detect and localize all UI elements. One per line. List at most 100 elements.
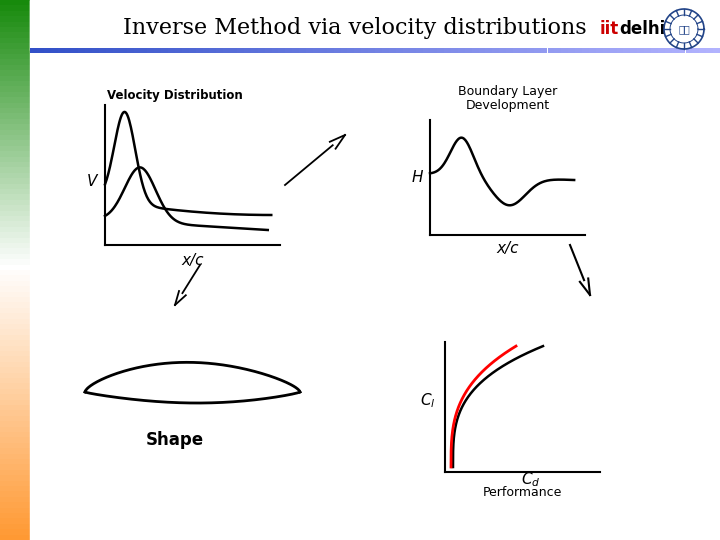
Bar bbox=[0, 227, 30, 232]
Bar bbox=[133, 48, 140, 53]
Bar bbox=[0, 173, 30, 178]
Bar bbox=[492, 48, 499, 53]
Bar bbox=[0, 513, 30, 518]
Bar bbox=[0, 216, 30, 221]
Text: $C_d$: $C_d$ bbox=[521, 471, 540, 489]
Bar bbox=[196, 48, 202, 53]
Bar bbox=[0, 535, 30, 540]
Bar bbox=[0, 367, 30, 373]
Bar bbox=[472, 48, 479, 53]
Bar bbox=[0, 346, 30, 351]
Bar bbox=[313, 48, 320, 53]
Bar bbox=[0, 70, 30, 76]
Bar bbox=[0, 130, 30, 135]
Bar bbox=[0, 238, 30, 243]
Text: Velocity Distribution: Velocity Distribution bbox=[107, 89, 243, 102]
Bar bbox=[44, 48, 50, 53]
Text: H: H bbox=[411, 170, 423, 185]
Bar bbox=[0, 427, 30, 432]
Bar bbox=[644, 48, 651, 53]
Bar bbox=[181, 48, 189, 53]
Bar bbox=[693, 48, 699, 53]
Bar bbox=[0, 108, 30, 113]
Bar bbox=[333, 48, 341, 53]
Bar bbox=[0, 259, 30, 265]
Bar bbox=[348, 48, 354, 53]
Bar bbox=[0, 76, 30, 81]
Bar bbox=[0, 135, 30, 140]
Bar bbox=[0, 464, 30, 470]
Text: delhi: delhi bbox=[619, 20, 665, 38]
Bar bbox=[0, 211, 30, 216]
Bar bbox=[0, 443, 30, 448]
Text: $C_l$: $C_l$ bbox=[420, 391, 436, 410]
Bar bbox=[0, 97, 30, 103]
Text: Shape: Shape bbox=[146, 431, 204, 449]
Bar bbox=[0, 400, 30, 405]
Bar bbox=[0, 0, 30, 5]
Bar bbox=[78, 48, 85, 53]
Bar bbox=[0, 329, 30, 335]
Bar bbox=[699, 48, 706, 53]
Bar bbox=[251, 48, 258, 53]
Bar bbox=[596, 48, 603, 53]
Bar bbox=[382, 48, 389, 53]
Bar bbox=[479, 48, 485, 53]
Bar bbox=[30, 0, 720, 50]
Bar bbox=[0, 11, 30, 16]
Bar bbox=[410, 48, 416, 53]
Bar bbox=[0, 286, 30, 292]
Bar bbox=[0, 389, 30, 394]
Bar bbox=[175, 48, 181, 53]
Bar bbox=[50, 48, 58, 53]
Bar bbox=[71, 48, 78, 53]
Bar bbox=[0, 232, 30, 238]
Bar bbox=[610, 48, 616, 53]
Bar bbox=[306, 48, 313, 53]
Bar bbox=[0, 475, 30, 481]
Bar bbox=[0, 162, 30, 167]
Bar bbox=[444, 48, 451, 53]
Bar bbox=[0, 254, 30, 259]
Bar bbox=[402, 48, 410, 53]
Bar bbox=[0, 378, 30, 383]
Bar bbox=[0, 394, 30, 400]
Bar bbox=[375, 48, 382, 53]
Bar bbox=[0, 184, 30, 189]
Bar bbox=[127, 48, 133, 53]
Bar bbox=[285, 48, 292, 53]
Bar bbox=[665, 48, 672, 53]
Bar bbox=[0, 243, 30, 248]
Bar bbox=[416, 48, 423, 53]
Bar bbox=[0, 508, 30, 513]
Bar bbox=[106, 48, 113, 53]
Text: V: V bbox=[87, 174, 97, 190]
Bar bbox=[0, 524, 30, 529]
Bar bbox=[0, 194, 30, 200]
Bar bbox=[0, 54, 30, 59]
Bar bbox=[0, 16, 30, 22]
Bar bbox=[0, 497, 30, 502]
Bar bbox=[299, 48, 306, 53]
Bar bbox=[547, 48, 554, 53]
Bar bbox=[616, 48, 624, 53]
Bar bbox=[0, 459, 30, 464]
Bar bbox=[223, 48, 230, 53]
Bar bbox=[0, 119, 30, 124]
Bar bbox=[0, 270, 30, 275]
Bar bbox=[0, 373, 30, 378]
Bar bbox=[216, 48, 223, 53]
Bar bbox=[0, 81, 30, 86]
Bar bbox=[327, 48, 333, 53]
Bar bbox=[30, 48, 37, 53]
Bar bbox=[0, 335, 30, 340]
Bar bbox=[520, 48, 527, 53]
Bar bbox=[568, 48, 575, 53]
Bar bbox=[341, 48, 347, 53]
Bar bbox=[630, 48, 637, 53]
Bar bbox=[0, 421, 30, 427]
Bar bbox=[148, 48, 154, 53]
Bar bbox=[672, 48, 679, 53]
Bar bbox=[92, 48, 99, 53]
Bar bbox=[140, 48, 148, 53]
